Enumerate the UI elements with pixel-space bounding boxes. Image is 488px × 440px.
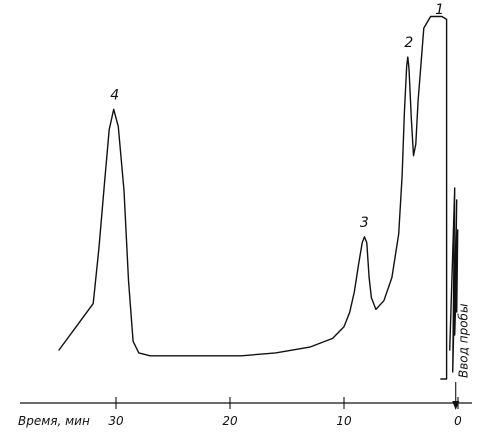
- peak-label-3: 3: [360, 215, 369, 231]
- chromatogram-trace: [58, 15, 448, 380]
- peak-labels: 1 2 3 4: [110, 2, 444, 231]
- x-tick-label: 20: [222, 414, 238, 428]
- x-axis-label: Время, мин: [18, 414, 90, 428]
- x-tick-label: 10: [336, 414, 352, 428]
- injection-arrow-head: [452, 401, 460, 410]
- injection-spike: [449, 187, 459, 373]
- peak-label-4: 4: [110, 87, 119, 103]
- x-tick-label: 0: [454, 414, 462, 428]
- injection-marker: Ввод пробы: [449, 187, 471, 410]
- x-tick-label: 30: [108, 414, 124, 428]
- peak-label-1: 1: [435, 2, 444, 18]
- peak-label-2: 2: [404, 35, 413, 51]
- injection-label: Ввод пробы: [457, 304, 471, 378]
- x-tick-labels: 30 20 10 0: [108, 414, 462, 428]
